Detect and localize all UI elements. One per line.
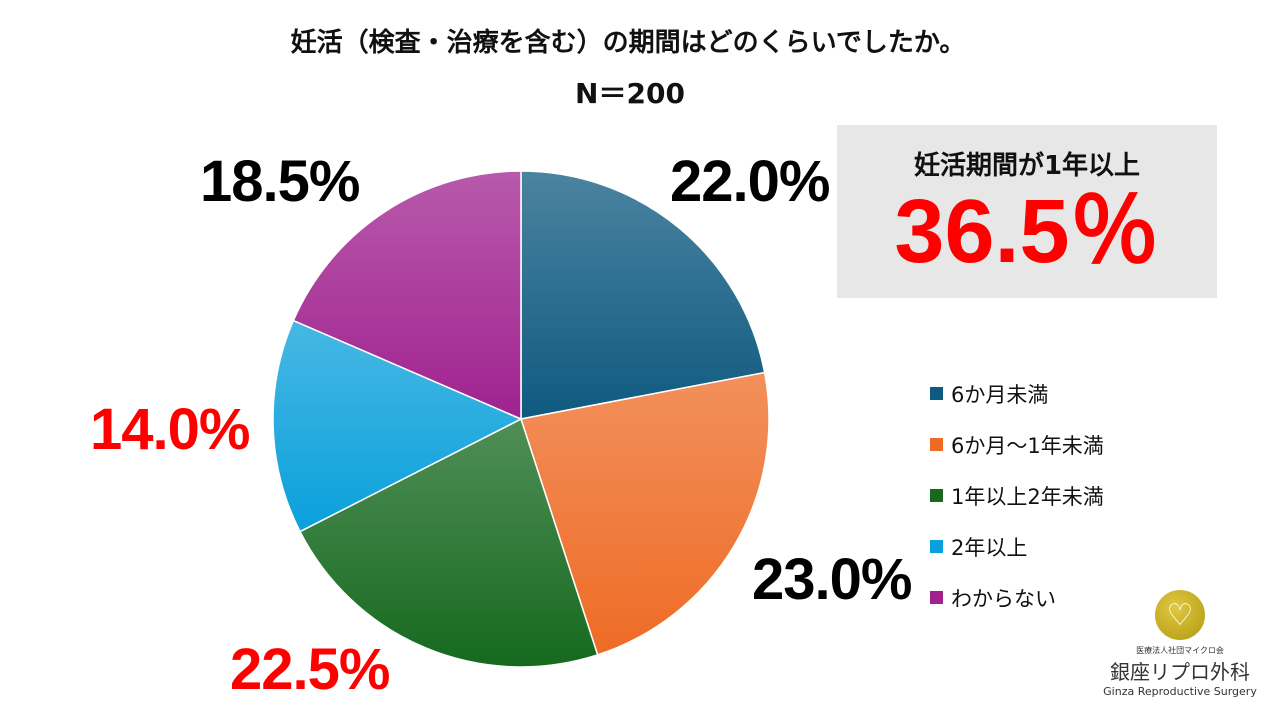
legend-label: わからない: [951, 586, 1056, 611]
pie-slice-3: [272, 319, 523, 533]
legend-swatch: [930, 591, 943, 604]
legend-label: 6か月～1年未満: [951, 433, 1104, 458]
chart-title: 妊活（検査・治療を含む）の期間はどのくらいでしたか。: [290, 28, 966, 58]
chart-subtitle: N＝200: [575, 77, 685, 110]
legend-item: わからない: [930, 572, 1104, 623]
legend-swatch: [930, 438, 943, 451]
legend-label: 6か月未満: [951, 382, 1049, 407]
legend-swatch: [930, 387, 943, 400]
legend-item: 6か月未満: [930, 368, 1104, 419]
legend-item: 2年以上: [930, 521, 1104, 572]
callout-label: 妊活期間が1年以上: [913, 151, 1141, 181]
pie-slice-2: [299, 417, 599, 668]
logo-org: 医療法人社団マイクロ会: [1136, 646, 1224, 655]
legend-swatch: [930, 489, 943, 502]
pie-slice-0: [520, 170, 766, 420]
data-label-3: 14.0%: [90, 397, 250, 462]
data-label-4: 18.5%: [200, 149, 360, 214]
pie-slice-4: [292, 170, 522, 421]
data-label-1: 23.0%: [752, 547, 912, 612]
logo-name-en: Ginza Reproductive Surgery: [1103, 685, 1257, 698]
legend: 6か月未満 6か月～1年未満 1年以上2年未満 2年以上 わからない: [930, 368, 1104, 623]
callout-box: 妊活期間が1年以上 36.5％: [837, 125, 1217, 298]
logo-name: 銀座リプロ外科: [1110, 660, 1250, 684]
legend-item: 6か月～1年未満: [930, 419, 1104, 470]
legend-label: 2年以上: [951, 535, 1028, 560]
callout-value: 36.5％: [894, 182, 1160, 282]
clinic-logo: ♡ 医療法人社団マイクロ会 銀座リプロ外科 Ginza Reproductive…: [1080, 590, 1280, 698]
heart-logo-icon: ♡: [1155, 590, 1205, 640]
legend-swatch: [930, 540, 943, 553]
data-label-0: 22.0%: [670, 149, 830, 214]
legend-label: 1年以上2年未満: [951, 484, 1104, 509]
legend-item: 1年以上2年未満: [930, 470, 1104, 521]
data-label-2: 22.5%: [230, 637, 390, 702]
pie-slice-1: [520, 371, 770, 656]
